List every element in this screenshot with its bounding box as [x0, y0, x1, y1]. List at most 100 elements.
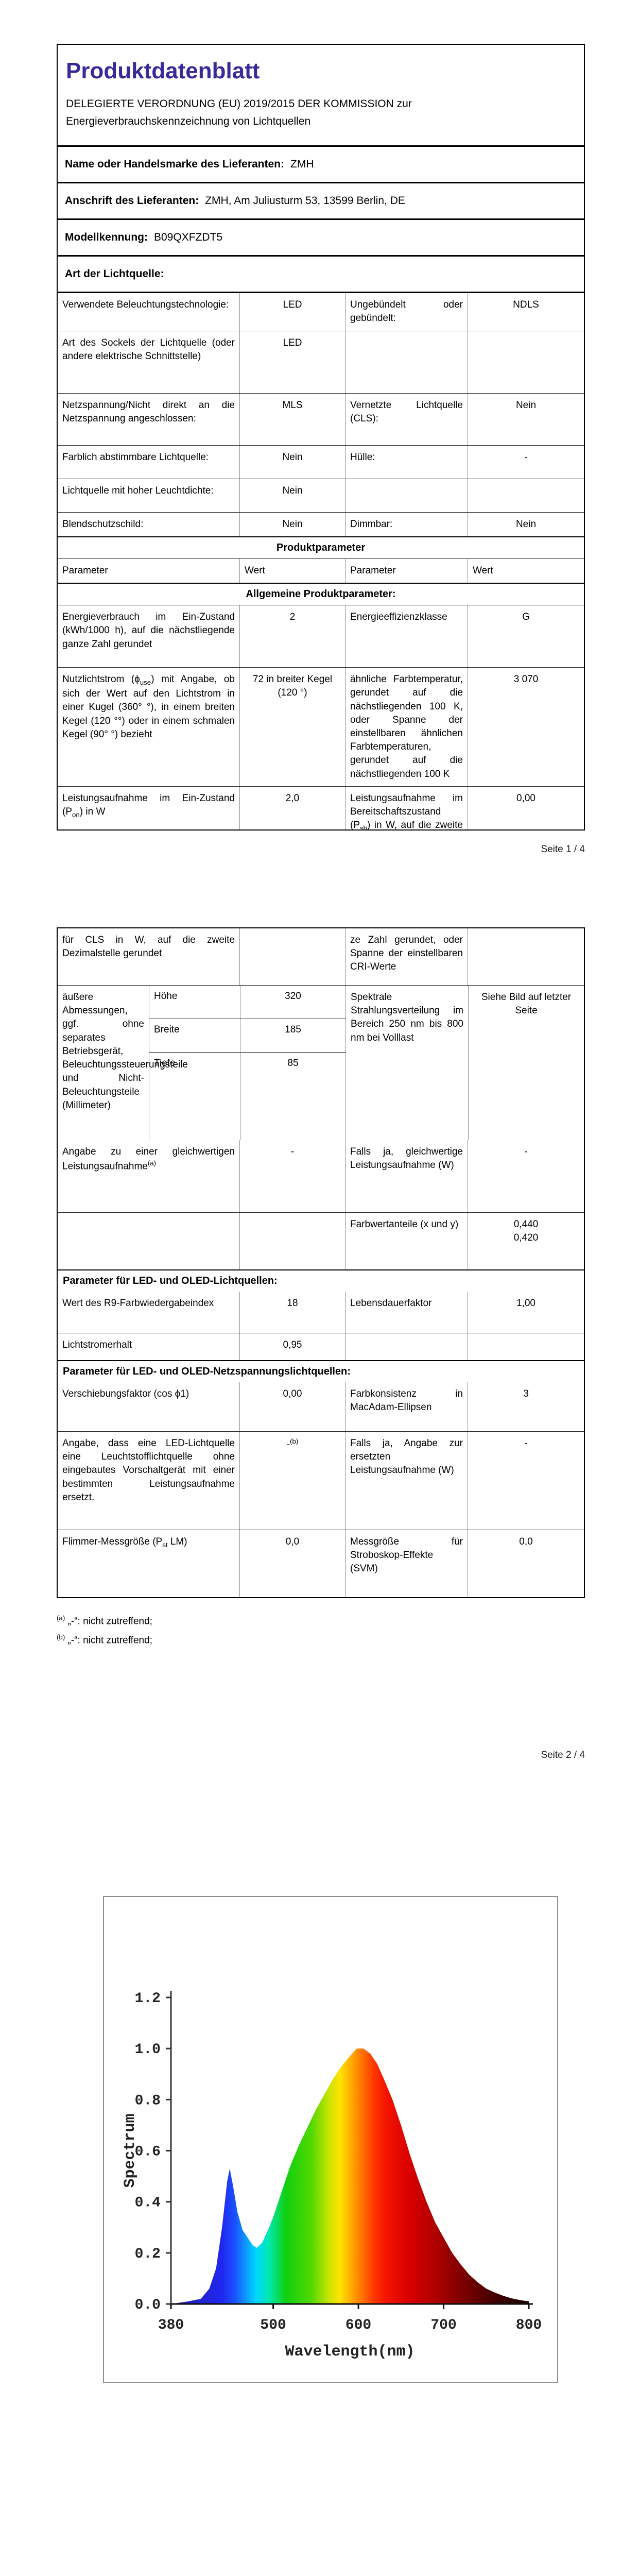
param-label-cell: Farbwertanteile (x und y) [345, 1213, 468, 1269]
param-value-cell: Nein [239, 512, 345, 536]
svg-text:0.6: 0.6 [135, 2144, 161, 2160]
info-row: Modellkennung: B09QXFZDT5 [58, 220, 584, 257]
table-row: Wert des R9-Farbwiedergabeindex 18 Lebensd… [58, 1292, 584, 1333]
param-value-cell [468, 1333, 584, 1360]
regulation-line-2: Energieverbrauchskennzeichnung von Licht… [66, 115, 311, 127]
equivalent-power-rows: Angabe zu einer gleichwertigen Leistungs… [58, 1140, 584, 1269]
dimensions-label: äußere Abmessungen, ggf. ohne separates … [62, 992, 188, 1111]
page1-header: Produktdatenblatt DELEGIERTE VERORDNUNG … [58, 45, 584, 147]
param-value-cell: MLS [239, 393, 345, 445]
svg-text:0.0: 0.0 [135, 2297, 161, 2313]
info-label: Name oder Handelsmarke des Lieferanten: [65, 158, 284, 171]
table-row: Nutzlichtstrom (ϕuse) mit Angabe, ob sic… [58, 667, 584, 786]
param-value-cell: - [239, 1140, 345, 1212]
svg-text:600: 600 [346, 2317, 371, 2333]
param-label-cell: Verschiebungsfaktor (cos ϕ1) [62, 1388, 189, 1399]
param-label-cell: Farbkonsistenz in MacAdam-Ellipsen [345, 1382, 468, 1431]
param-value-cell: 3 070 [468, 668, 584, 786]
column-header-cell: Wert [468, 558, 584, 583]
param-label-cell: Leistungsaufnahme im Ein-Zustand (Pon) i… [62, 792, 235, 819]
dimension-label: Breite [154, 1024, 180, 1035]
param-label-cell: ze Zahl gerundet, oder Spanne der einste… [345, 928, 468, 985]
param-value-cell: LED [239, 293, 345, 331]
param-label-cell: Angabe zu einer gleichwertigen Leistungs… [62, 1146, 235, 1172]
param-label-cell: Flimmer-Messgröße (Pst LM) [62, 1536, 187, 1549]
table-row: Verschiebungsfaktor (cos ϕ1) 0,00 Farbkons… [58, 1382, 584, 1431]
param-value-cell: Nein [239, 445, 345, 479]
footnote-b: (b) „-“: nicht zutreffend; [57, 1631, 585, 1650]
dimension-value: 85 [240, 1053, 346, 1140]
supplier-info-rows: Name oder Handelsmarke des Lieferanten: Z… [58, 147, 584, 294]
param-value-cell [468, 331, 584, 393]
table-row: Art des Sockels der Lichtquelle (oder an… [58, 330, 584, 393]
param-label-cell: Dimmbar: [345, 512, 468, 536]
continued-row: für CLS in W, auf die zweite Dezimalstel… [58, 928, 584, 985]
spectral-distribution-label: Spektrale Strahlungsverteilung im Bereic… [346, 986, 468, 1140]
param-label-cell: Messgröße für Stroboskop-Effekte (SVM) [345, 1530, 468, 1597]
param-label-cell: Wert des R9-Farbwiedergabeindex [62, 1298, 214, 1309]
info-value: ZMH [290, 158, 314, 171]
param-value-cell: 0,0 [468, 1530, 584, 1597]
page2-table: für CLS in W, auf die zweite Dezimalstel… [57, 927, 585, 1598]
param-value-cell: -(b) [239, 1432, 345, 1530]
footnote-a: (a) „-“: nicht zutreffend; [57, 1612, 585, 1631]
param-label-cell [345, 1333, 468, 1360]
svg-text:Spectrum: Spectrum [122, 2113, 139, 2188]
param-value-cell [239, 928, 345, 985]
param-label-cell: Hülle: [345, 445, 468, 479]
led-oled-rows: Wert des R9-Farbwiedergabeindex 18 Lebensd… [58, 1292, 584, 1360]
param-value-cell: Nein [239, 479, 345, 512]
band-led-oled: Parameter für LED- und OLED-Lichtquellen… [58, 1269, 584, 1292]
param-value-cell: 1,00 [468, 1292, 584, 1333]
dimension-row-height: Höhe 320 [149, 986, 346, 1019]
table-row: Verwendete Beleuchtungstechnologie: LED Un… [58, 293, 584, 331]
table-row: Lichtstromerhalt 0,95 [58, 1333, 584, 1360]
param-label-cell: Ungebündelt oder gebündelt: [345, 293, 468, 331]
param-value-cell: 0,95 [239, 1333, 345, 1360]
param-value-cell: NDLS [468, 293, 584, 331]
info-label: Modellkennung: [65, 231, 148, 244]
page1-table: Produktdatenblatt DELEGIERTE VERORDNUNG … [57, 44, 585, 831]
svg-text:0.4: 0.4 [135, 2195, 161, 2211]
column-header-cell: Parameter [62, 565, 108, 576]
dimensions-row: äußere Abmessungen, ggf. ohne separates … [58, 985, 584, 1140]
svg-text:Wavelength(nm): Wavelength(nm) [285, 2343, 415, 2361]
table-row: Angabe zu einer gleichwertigen Leistungs… [58, 1140, 584, 1212]
info-value: B09QXFZDT5 [154, 231, 223, 244]
param-label-cell [345, 331, 468, 393]
param-label-cell: Farblich abstimmbare Lichtquelle: [62, 451, 209, 463]
table-row: Angabe, dass eine LED-Lichtquelle eine L… [58, 1431, 584, 1530]
svg-text:0.2: 0.2 [135, 2246, 161, 2262]
general-parameters-rows: Energieverbrauch im Ein-Zustand (kWh/100… [58, 605, 584, 829]
page2-footer: Seite 2 / 4 [541, 1750, 585, 1760]
param-value-cell: LED [239, 331, 345, 393]
info-label: Art der Lichtquelle: [65, 268, 164, 280]
spectral-distribution-chart: 0.0 0.2 0.4 0.6 0.8 1.0 1.2 380 500 600 700 800 Wave… [122, 1991, 542, 2361]
param-label-cell: Lichtquelle mit hoher Leuchtdichte: [62, 485, 214, 496]
page1-footer: Seite 1 / 4 [541, 844, 585, 855]
regulation-line-1: DELEGIERTE VERORDNUNG (EU) 2019/2015 DER… [66, 98, 412, 110]
param-value-cell: Nein [468, 512, 584, 536]
param-label-cell: Nutzlichtstrom (ϕuse) mit Angabe, ob sic… [62, 674, 235, 740]
param-label-cell: Energieeffizienzklasse [345, 605, 468, 668]
param-value-cell: - [468, 445, 584, 479]
light-source-attributes: Verwendete Beleuchtungstechnologie: LED Un… [58, 293, 584, 536]
svg-text:500: 500 [260, 2317, 286, 2333]
table-row: Netzspannung/Nicht direkt an die Netzspa… [58, 393, 584, 445]
table-row: Blendschutzschild: Nein Dimmbar: Nein [58, 512, 584, 536]
svg-text:0.8: 0.8 [135, 2093, 161, 2109]
band-led-oled-mains: Parameter für LED- und OLED-Netzspannung… [58, 1360, 584, 1382]
param-value-cell [468, 928, 584, 985]
parameter-header-row: Parameter Wert Parameter Wert [58, 558, 584, 583]
param-label-cell: Angabe, dass eine LED-Lichtquelle eine L… [62, 1438, 235, 1503]
table-row: für CLS in W, auf die zweite Dezimalstel… [58, 928, 584, 985]
info-row: Name oder Handelsmarke des Lieferanten: Z… [58, 147, 584, 184]
page2-wrap: für CLS in W, auf die zweite Dezimalstel… [57, 927, 585, 1650]
param-value-cell: 18 [239, 1292, 345, 1333]
param-label-cell: Blendschutzschild: [62, 518, 144, 530]
param-label-cell [345, 479, 468, 512]
spectral-chart-frame: 0.0 0.2 0.4 0.6 0.8 1.0 1.2 380 500 600 700 800 Wave… [103, 1896, 558, 2383]
param-value-cell: G [468, 605, 584, 668]
band-allgemeine-produktparameter: Allgemeine Produktparameter: [58, 583, 584, 605]
footnote-marker: (b) [57, 1633, 65, 1641]
